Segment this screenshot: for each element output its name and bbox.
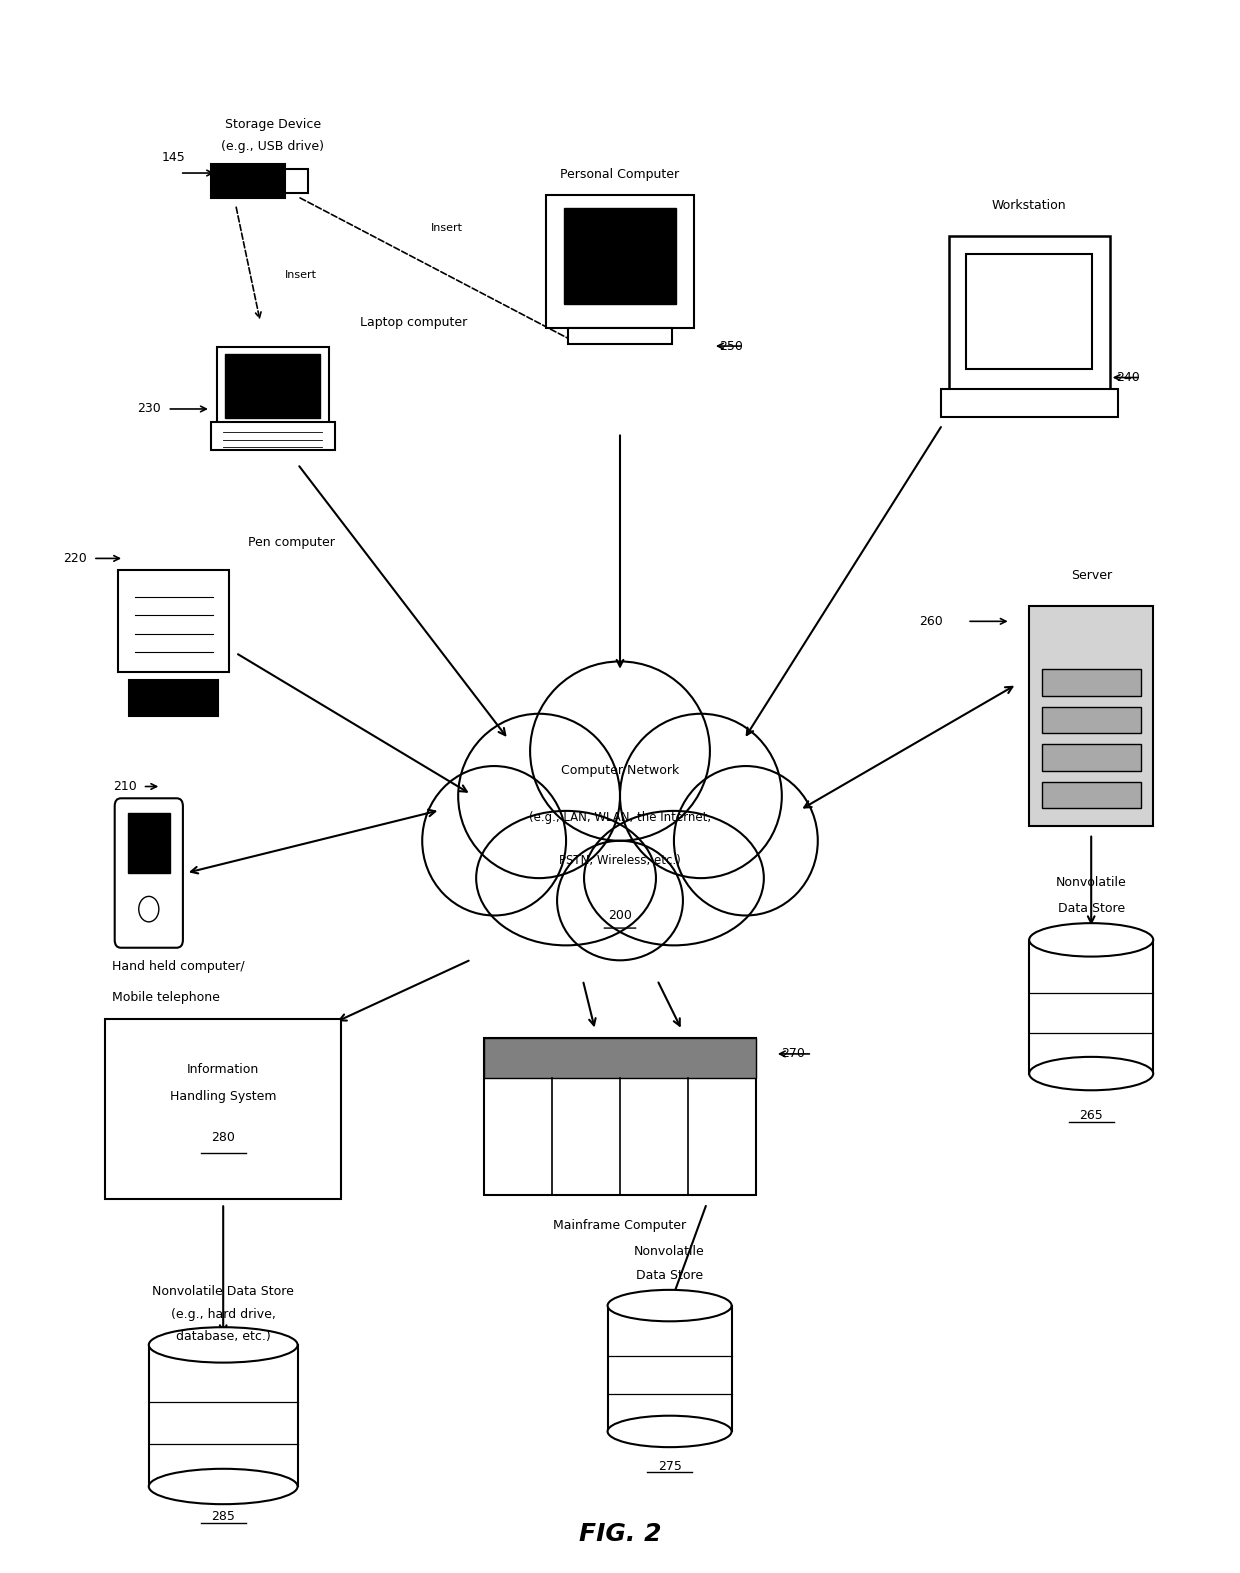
Bar	[546, 195, 694, 327]
Bar	[149, 1345, 298, 1486]
Text: Insert: Insert	[430, 223, 463, 233]
Text: Pen computer: Pen computer	[248, 536, 335, 549]
Bar	[285, 168, 308, 193]
Text: Data Store: Data Store	[1058, 903, 1125, 915]
Text: 230: 230	[138, 403, 161, 415]
Bar	[226, 354, 320, 418]
Ellipse shape	[149, 1469, 298, 1504]
Text: Workstation: Workstation	[992, 200, 1066, 212]
Text: 280: 280	[211, 1131, 236, 1144]
Bar	[211, 422, 335, 450]
Text: Personal Computer: Personal Computer	[560, 168, 680, 181]
Ellipse shape	[620, 714, 782, 878]
Text: 265: 265	[1079, 1109, 1104, 1122]
Ellipse shape	[557, 840, 683, 960]
Ellipse shape	[584, 812, 764, 945]
Text: 270: 270	[781, 1048, 805, 1060]
Text: 275: 275	[657, 1460, 682, 1472]
Text: Nonvolatile: Nonvolatile	[634, 1246, 706, 1258]
Ellipse shape	[531, 662, 709, 840]
Text: Nonvolatile: Nonvolatile	[1055, 876, 1127, 889]
Ellipse shape	[1029, 923, 1153, 956]
Bar	[128, 813, 170, 873]
Ellipse shape	[1029, 1057, 1153, 1090]
Ellipse shape	[608, 1290, 732, 1321]
Circle shape	[139, 897, 159, 922]
Text: 210: 210	[113, 780, 136, 793]
Bar	[118, 571, 229, 673]
Bar	[484, 1038, 756, 1078]
Text: (e.g., hard drive,: (e.g., hard drive,	[171, 1309, 275, 1321]
Ellipse shape	[422, 766, 567, 915]
Text: Laptop computer: Laptop computer	[360, 316, 466, 329]
Ellipse shape	[608, 1416, 732, 1447]
Text: Data Store: Data Store	[636, 1269, 703, 1282]
Text: Storage Device: Storage Device	[224, 118, 321, 131]
Text: PSTN, Wireless, etc.): PSTN, Wireless, etc.)	[559, 854, 681, 867]
Text: Insert: Insert	[285, 271, 317, 280]
Bar	[940, 389, 1118, 417]
Text: FIG. 2: FIG. 2	[579, 1521, 661, 1546]
Text: 240: 240	[1116, 371, 1140, 384]
Text: Computer Network: Computer Network	[560, 764, 680, 777]
Ellipse shape	[675, 766, 818, 915]
Bar	[1029, 606, 1153, 826]
Text: 285: 285	[211, 1510, 236, 1523]
Text: 200: 200	[608, 909, 632, 922]
Bar	[1042, 782, 1141, 809]
Text: Mobile telephone: Mobile telephone	[112, 991, 219, 1004]
Text: 220: 220	[63, 552, 87, 565]
Text: Handling System: Handling System	[170, 1090, 277, 1103]
Text: Mainframe Computer: Mainframe Computer	[553, 1219, 687, 1232]
Ellipse shape	[149, 1328, 298, 1362]
Ellipse shape	[458, 714, 620, 878]
Text: Nonvolatile Data Store: Nonvolatile Data Store	[153, 1285, 294, 1298]
Text: Server: Server	[1070, 569, 1112, 582]
Ellipse shape	[476, 812, 656, 945]
Bar	[211, 164, 285, 198]
Bar	[217, 348, 329, 425]
Text: Hand held computer/: Hand held computer/	[112, 960, 244, 972]
Bar	[484, 1038, 756, 1195]
Bar	[1042, 670, 1141, 695]
Bar	[949, 236, 1110, 389]
Bar	[564, 208, 676, 304]
Text: Information: Information	[187, 1063, 259, 1076]
Bar	[105, 1019, 341, 1199]
Bar	[1042, 744, 1141, 771]
FancyBboxPatch shape	[114, 798, 184, 947]
Bar	[608, 1306, 732, 1431]
Bar	[129, 680, 218, 716]
Bar	[1042, 706, 1141, 733]
Text: 145: 145	[161, 151, 185, 164]
Bar	[568, 327, 672, 344]
Text: (e.g., LAN, WLAN, the Internet,: (e.g., LAN, WLAN, the Internet,	[529, 812, 711, 824]
Bar	[966, 253, 1092, 370]
Text: 260: 260	[919, 615, 942, 628]
Text: 250: 250	[719, 340, 743, 352]
Text: database, etc.): database, etc.)	[176, 1331, 270, 1343]
Bar	[1029, 939, 1153, 1073]
Text: (e.g., USB drive): (e.g., USB drive)	[221, 140, 325, 153]
